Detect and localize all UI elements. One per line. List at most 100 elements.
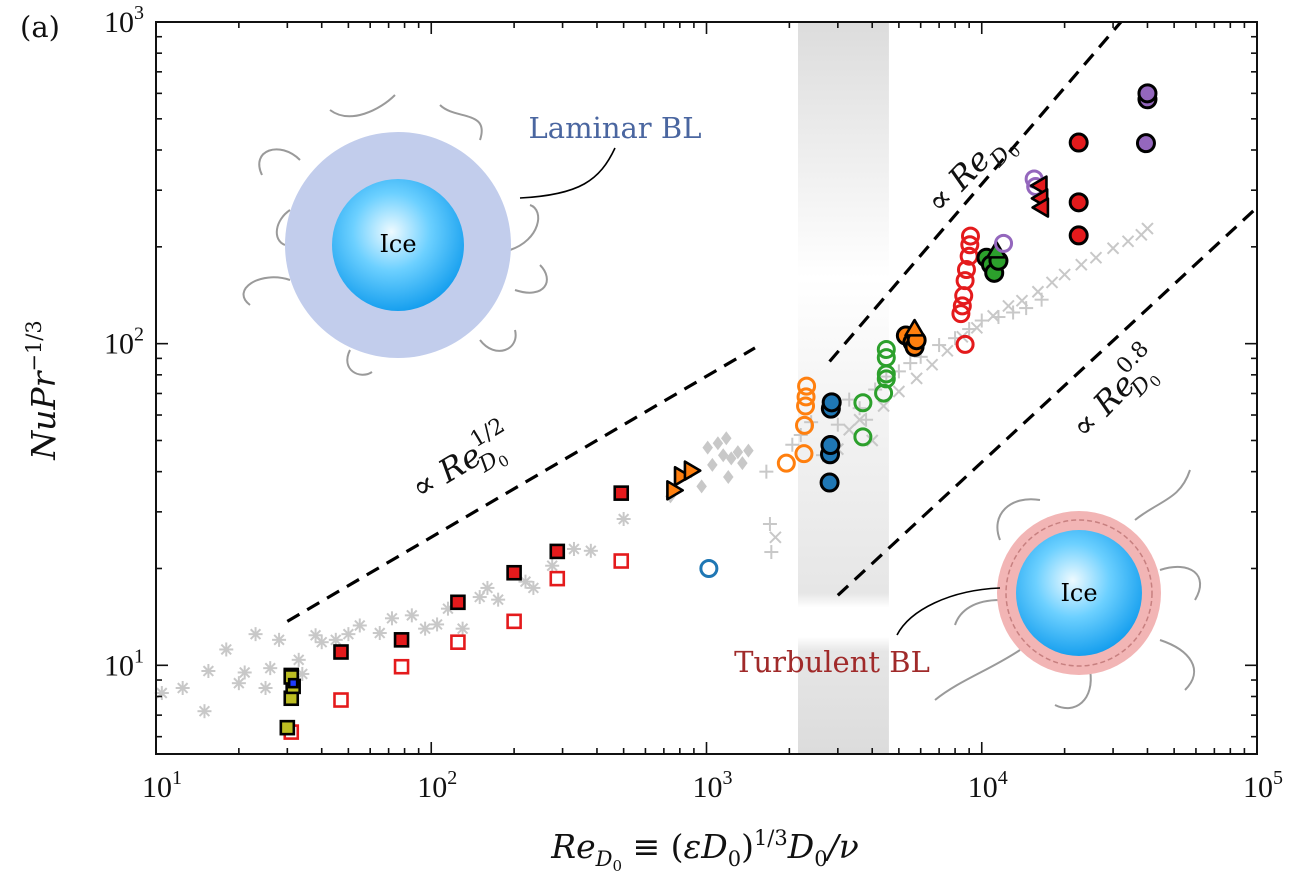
marker-gray-star xyxy=(248,627,263,642)
marker-gray-star xyxy=(175,681,190,696)
marker-orange-open-circle xyxy=(797,376,817,396)
marker-gray-cross xyxy=(1075,258,1088,271)
ice-sphere-turbulent xyxy=(1016,530,1142,656)
flow-arrow-icon xyxy=(934,649,1021,701)
marker-gray-star xyxy=(258,681,273,696)
scaling-label-linear: ∝ ReD0 xyxy=(918,121,1024,228)
marker-gray-cross xyxy=(1121,235,1135,248)
flow-arrow-icon xyxy=(509,204,540,251)
flow-arrow-icon xyxy=(1159,639,1196,691)
marker-gray-star xyxy=(418,621,433,636)
marker-red-open-square xyxy=(506,613,522,630)
marker-gray-star xyxy=(472,590,487,605)
y-tick-label: 102 xyxy=(104,324,144,361)
marker-olive-square xyxy=(279,719,296,736)
marker-gray-star xyxy=(372,626,387,641)
marker-gray-diamond xyxy=(725,451,737,466)
marker-orange-triangle-up xyxy=(904,318,925,337)
marker-gray-star xyxy=(491,592,506,607)
marker-gray-cross xyxy=(1045,276,1059,289)
data-markers xyxy=(154,83,1158,740)
marker-purple-filled-circle xyxy=(1135,133,1156,154)
flow-arrow-icon xyxy=(954,599,1001,626)
marker-gray-cross xyxy=(1058,268,1071,281)
marker-gray-star xyxy=(201,664,216,679)
marker-blue-filled-circle xyxy=(820,435,841,456)
marker-gray-plus xyxy=(1019,301,1034,316)
x-tick-label: 104 xyxy=(968,767,1008,804)
marker-blue-filled-circle xyxy=(819,472,840,493)
flow-arrow-icon xyxy=(1159,565,1201,601)
y-tick-label: 101 xyxy=(104,645,144,682)
marker-red-filled-square xyxy=(333,644,349,660)
marker-gray-star xyxy=(480,580,495,595)
marker-gray-star xyxy=(455,621,470,636)
marker-gray-diamond xyxy=(712,436,724,451)
tick-labels: 101 102 103 104 105 101 102 103 xyxy=(104,2,1283,804)
marker-red-filled-square xyxy=(393,632,410,648)
marker-orange-triangle-right xyxy=(683,460,702,481)
flow-arrow-icon xyxy=(996,498,1041,541)
x-tick-label: 101 xyxy=(142,767,182,804)
marker-red-filled-square xyxy=(613,485,630,501)
marker-gray-star xyxy=(518,574,533,589)
marker-gray-star xyxy=(237,665,252,680)
flow-arrow-icon xyxy=(346,349,373,376)
flow-arrow-icon xyxy=(479,329,517,352)
marker-blue-open-circle xyxy=(699,558,719,578)
marker-red-open-square xyxy=(333,692,349,708)
marker-gray-star xyxy=(384,611,399,626)
marker-red-filled-square xyxy=(450,594,466,611)
ice-sphere-laminar xyxy=(332,179,464,311)
flow-arrow-icon xyxy=(439,104,483,141)
svg-text:ReD0 ≡ (εD0)1/3D0/ν: ReD0 ≡ (εD0)1/3D0/ν xyxy=(550,826,859,875)
marker-gray-star xyxy=(314,635,329,650)
marker-gray-star xyxy=(219,642,234,657)
marker-gray-cross xyxy=(925,358,939,371)
marker-gray-star xyxy=(263,661,278,676)
scaling-lines xyxy=(286,22,1257,623)
marker-red-open-square xyxy=(393,658,410,675)
marker-red-triangle-left xyxy=(1029,175,1048,196)
marker-gray-plus xyxy=(764,545,779,560)
marker-gray-star xyxy=(526,580,541,595)
scaling-label-point_eight: ∝ Re0.8D0 xyxy=(1060,337,1175,454)
marker-gray-plus xyxy=(842,392,857,407)
marker-orange-open-circle xyxy=(794,415,814,435)
turbulent-bl-label: Turbulent BL xyxy=(734,645,930,679)
marker-red-filled-square xyxy=(549,543,566,560)
marker-red-open-circle xyxy=(952,296,972,316)
ice-label-top: Ice xyxy=(379,230,416,258)
marker-gray-plus xyxy=(859,412,874,427)
marker-gray-plus xyxy=(962,322,977,337)
laminar-illustration: Ice Laminar BL xyxy=(242,94,701,376)
marker-blue-small-square xyxy=(287,677,299,689)
marker-gray-diamond xyxy=(732,445,744,460)
marker-gray-cross xyxy=(892,385,906,398)
marker-gray-plus xyxy=(1006,305,1021,320)
flow-arrow-icon xyxy=(275,209,291,246)
marker-red-open-square xyxy=(613,553,630,569)
marker-gray-plus xyxy=(932,338,947,353)
marker-gray-cross xyxy=(1031,285,1045,298)
laminar-pointer xyxy=(519,147,616,199)
marker-gray-cross xyxy=(1106,242,1120,255)
turbulent-pointer xyxy=(896,587,1001,636)
marker-gray-diamond xyxy=(717,448,729,463)
marker-gray-diamond xyxy=(723,469,734,484)
svg-text:NuPr−1/3: NuPr−1/3 xyxy=(22,320,63,461)
marker-red-open-circle xyxy=(956,260,976,280)
marker-gray-diamond xyxy=(702,440,713,455)
marker-gray-star xyxy=(404,608,419,623)
marker-gray-cross xyxy=(1141,222,1154,235)
marker-gray-plus xyxy=(830,417,845,432)
marker-gray-star xyxy=(197,704,212,719)
flow-arrow-icon xyxy=(514,264,548,294)
x-tick-label: 102 xyxy=(417,767,457,804)
marker-gray-diamond xyxy=(696,479,707,494)
marker-purple-filled-circle xyxy=(1137,83,1158,104)
marker-red-open-circle xyxy=(954,286,974,306)
marker-orange-open-circle xyxy=(796,387,816,407)
marker-green-open-circle xyxy=(853,393,873,413)
marker-gray-star xyxy=(566,541,581,556)
